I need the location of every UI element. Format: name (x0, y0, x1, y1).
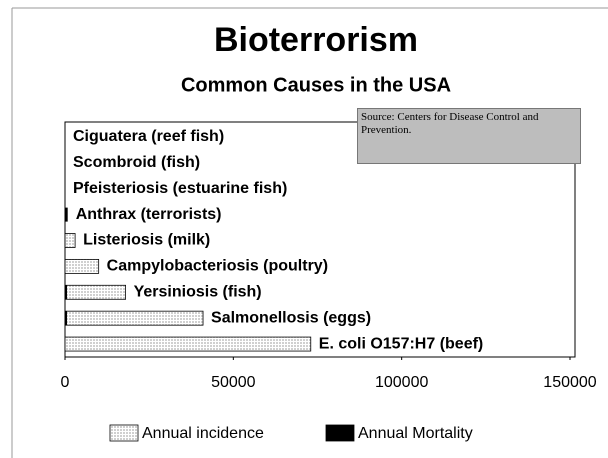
category-label: Yersiniosis (fish) (134, 283, 262, 300)
category-label: Scombroid (fish) (73, 154, 200, 171)
incidence-bar (64, 310, 204, 326)
category-label: Salmonellosis (eggs) (211, 309, 371, 326)
x-tick-label: 50000 (211, 374, 256, 391)
incidence-bar (64, 336, 312, 352)
category-label: Pfeisteriosis (estuarine fish) (73, 180, 287, 197)
category-label: Listeriosis (milk) (83, 232, 210, 249)
incidence-bar (64, 233, 76, 248)
legend-swatch (109, 424, 139, 442)
mortality-bar (65, 311, 68, 326)
legend-label: Annual incidence (142, 425, 264, 442)
incidence-bar (64, 258, 100, 274)
chart-subtitle: Common Causes in the USA (181, 74, 451, 96)
x-tick-label: 150000 (543, 374, 596, 391)
mortality-bar (65, 207, 68, 222)
legend-swatch (325, 424, 355, 442)
category-label: Anthrax (terrorists) (76, 206, 222, 223)
x-tick-label: 0 (61, 374, 70, 391)
category-label: E. coli O157:H7 (beef) (319, 335, 484, 352)
incidence-bar (64, 284, 126, 300)
chart-title: Bioterrorism (214, 21, 418, 59)
legend-label: Annual Mortality (358, 425, 473, 442)
category-label: Campylobacteriosis (poultry) (107, 258, 328, 275)
mortality-bar (65, 285, 68, 300)
source-note: Source: Centers for Disease Control and … (357, 108, 581, 164)
x-tick-label: 100000 (375, 374, 428, 391)
category-label: Ciguatera (reef fish) (73, 128, 224, 145)
